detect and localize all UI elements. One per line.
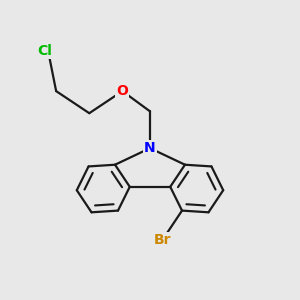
Text: Br: Br: [154, 233, 171, 247]
Text: O: O: [116, 84, 128, 98]
Text: N: N: [144, 141, 156, 155]
Text: Cl: Cl: [38, 44, 52, 58]
